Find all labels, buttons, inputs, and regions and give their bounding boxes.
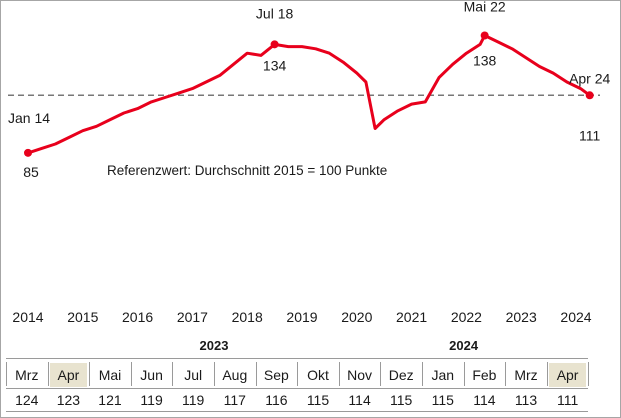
x-tick-label: 2022 — [451, 309, 482, 325]
x-tick-label: 2015 — [67, 309, 98, 325]
x-tick-label: 2023 — [506, 309, 537, 325]
series-line — [27, 34, 591, 155]
x-tick-label: 2024 — [560, 309, 591, 325]
annotation-date-label: Mai 22 — [464, 0, 506, 15]
annotation-value-label: 111 — [579, 127, 600, 143]
annotation-value-label: 85 — [23, 164, 39, 180]
annotation-value-label: 134 — [263, 57, 287, 73]
reference-note: Referenzwert: Durchschnitt 2015 = 100 Pu… — [107, 163, 387, 178]
annotation-marker — [270, 40, 279, 49]
x-tick-label: 2020 — [341, 309, 372, 325]
x-tick-label: 2016 — [122, 309, 153, 325]
annotation-date-label: Jan 14 — [8, 110, 50, 126]
annotation-marker — [585, 91, 594, 100]
annotation-date-label: Apr 24 — [569, 70, 610, 86]
x-tick-label: 2021 — [396, 309, 427, 325]
annotation-date-label: Jul 18 — [256, 5, 294, 21]
annotation-marker — [24, 148, 32, 157]
x-tick-label: 2018 — [232, 309, 263, 325]
annotation-value-label: 138 — [473, 53, 497, 69]
annotation-marker — [480, 31, 489, 40]
x-tick-label: 2017 — [177, 309, 208, 325]
x-tick-label: 2019 — [286, 309, 317, 325]
x-tick-label: 2014 — [12, 309, 43, 325]
